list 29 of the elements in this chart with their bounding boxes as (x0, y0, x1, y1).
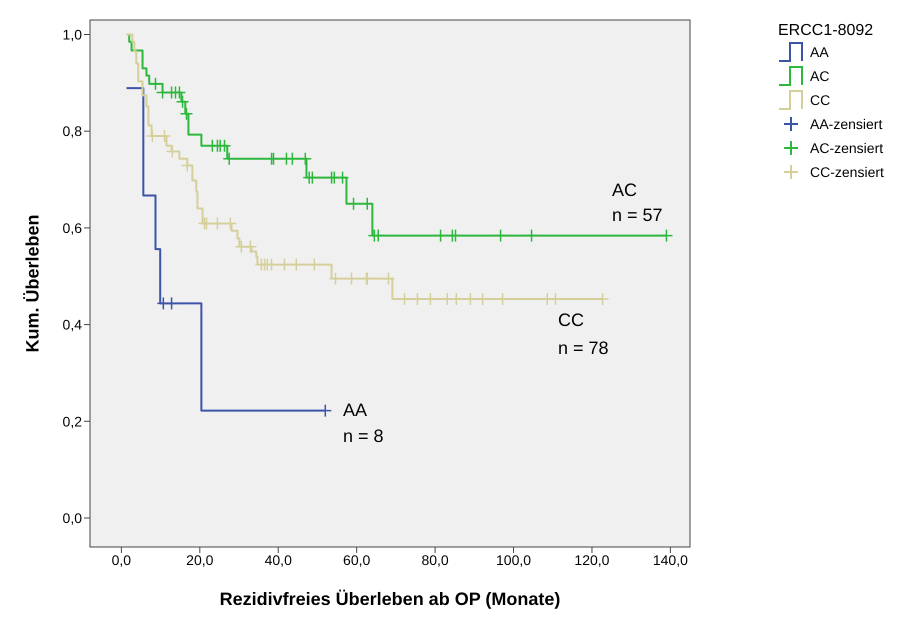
x-tick-label: 60,0 (343, 552, 371, 568)
annotation: AC (612, 180, 638, 200)
legend-label: CC (810, 92, 830, 108)
y-tick-label: 1,0 (62, 26, 82, 42)
legend-label: CC-zensiert (810, 164, 884, 180)
x-tick-label: 0,0 (112, 552, 132, 568)
y-tick-label: 0,4 (62, 316, 82, 333)
annotation: CC (558, 310, 584, 330)
x-tick-label: 20,0 (186, 552, 214, 568)
x-tick-label: 120,0 (574, 552, 610, 568)
annotation: n = 78 (558, 338, 609, 358)
legend-label: AC-zensiert (810, 140, 884, 156)
legend-label: AC (810, 68, 830, 84)
x-tick-label: 100,0 (496, 552, 532, 568)
y-axis-title: Kum. Überleben (22, 214, 42, 353)
legend-label: AA-zensiert (810, 116, 882, 132)
y-tick-label: 0,0 (62, 510, 82, 526)
x-tick-label: 140,0 (652, 552, 688, 568)
annotation: AA (343, 400, 368, 420)
x-axis-title: Rezidivfreies Überleben ab OP (Monate) (220, 589, 560, 609)
x-tick-label: 80,0 (421, 552, 449, 568)
legend-title: ERCC1-8092 (778, 22, 874, 40)
y-tick-label: 0,6 (62, 220, 82, 236)
x-tick-label: 40,0 (264, 552, 292, 568)
legend-label: AA (810, 44, 829, 60)
y-tick-label: 0,8 (62, 123, 82, 140)
y-tick-label: 0,2 (62, 413, 82, 430)
annotation: n = 57 (612, 205, 663, 225)
annotation: n = 8 (343, 426, 384, 446)
